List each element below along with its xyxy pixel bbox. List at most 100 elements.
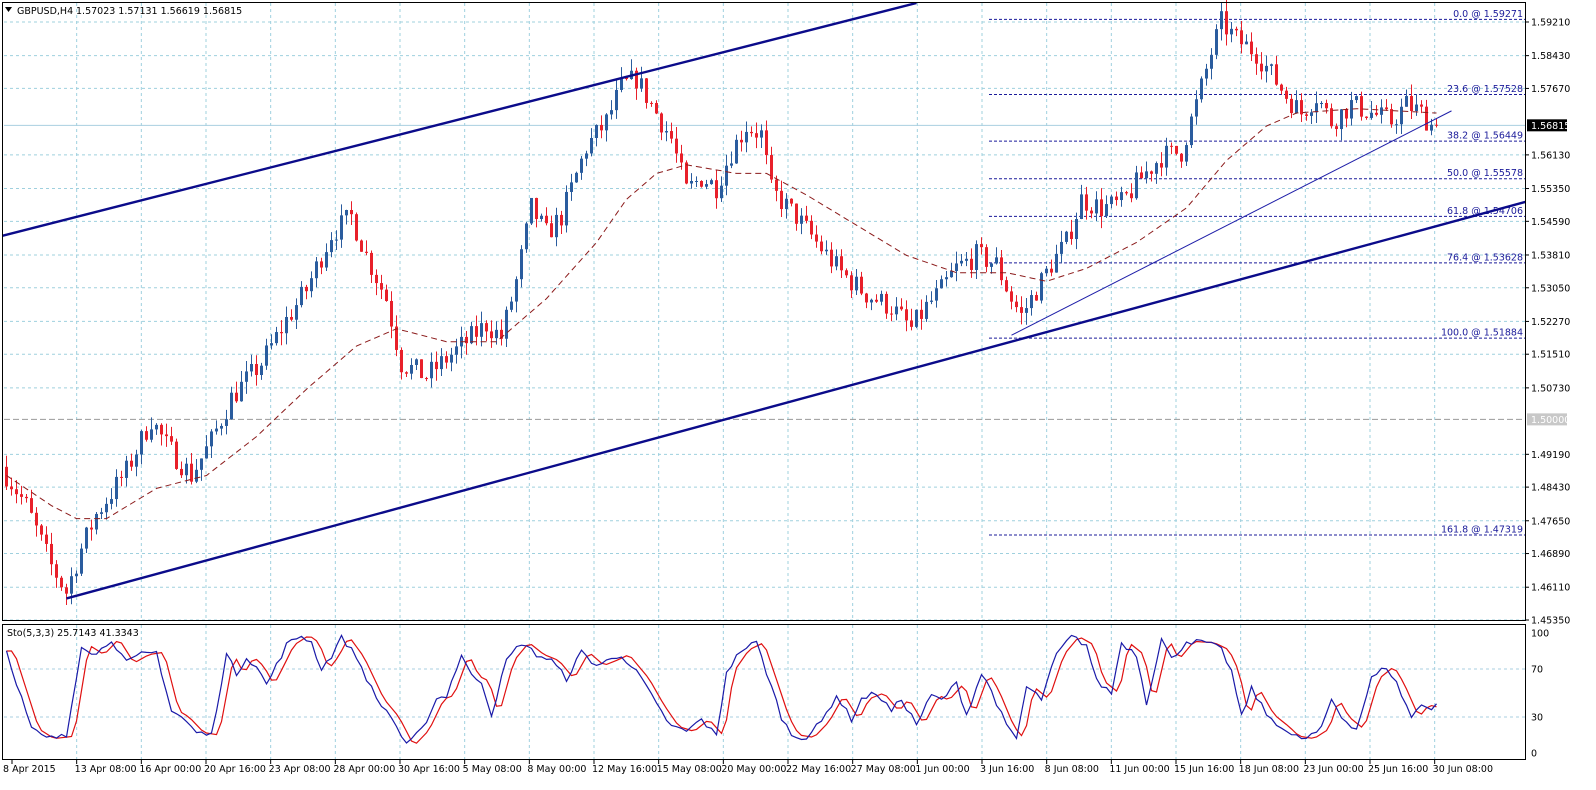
x-tick-label: 12 May 16:00 bbox=[592, 764, 657, 775]
candle bbox=[1155, 161, 1158, 184]
candle bbox=[1375, 105, 1378, 117]
stoch-tick-label: 100 bbox=[1531, 629, 1549, 640]
candle bbox=[725, 154, 728, 196]
candle bbox=[50, 532, 53, 576]
stochastic-label: Sto(5,3,3) 25.7143 41.3343 bbox=[7, 628, 139, 639]
candle bbox=[1310, 108, 1313, 124]
candle bbox=[895, 297, 898, 321]
candle bbox=[60, 575, 63, 591]
candle bbox=[675, 126, 678, 163]
candle bbox=[710, 178, 713, 185]
candle bbox=[235, 381, 238, 403]
candle bbox=[1065, 230, 1068, 245]
candle bbox=[140, 429, 143, 465]
candle bbox=[130, 453, 133, 471]
candle bbox=[975, 240, 978, 279]
candle bbox=[680, 144, 683, 170]
candle bbox=[635, 67, 638, 100]
candle bbox=[245, 361, 248, 394]
x-tick-label: 15 Jun 16:00 bbox=[1174, 764, 1234, 775]
triangle-down-icon bbox=[5, 7, 12, 12]
candle bbox=[575, 171, 578, 183]
channel-and-trend-lines bbox=[3, 3, 1525, 600]
candle bbox=[250, 354, 253, 377]
candle bbox=[600, 115, 603, 139]
candle bbox=[1150, 170, 1153, 182]
candle bbox=[420, 359, 423, 379]
candle bbox=[115, 469, 118, 507]
candlestick-series bbox=[5, 0, 1438, 605]
candle bbox=[1050, 259, 1053, 277]
candle bbox=[80, 543, 83, 576]
candle bbox=[1220, 2, 1223, 41]
candle bbox=[915, 309, 918, 329]
candle bbox=[985, 244, 988, 273]
candle bbox=[845, 268, 848, 278]
candle bbox=[310, 271, 313, 298]
x-tick-label: 16 Apr 00:00 bbox=[139, 764, 201, 775]
y-tick-label: 1.58430 bbox=[1531, 51, 1570, 62]
candle bbox=[1365, 116, 1368, 120]
candle bbox=[1165, 137, 1168, 176]
y-tick-label: 1.48430 bbox=[1531, 483, 1570, 494]
candle bbox=[285, 306, 288, 345]
candle bbox=[425, 376, 428, 382]
stochastic-oscillator bbox=[5, 633, 1437, 744]
candle bbox=[1395, 119, 1398, 134]
candle bbox=[165, 423, 168, 447]
y-tick-label: 1.54590 bbox=[1531, 217, 1570, 228]
x-tick-label: 13 Apr 08:00 bbox=[75, 764, 137, 775]
ohlc-label: 1.57023 1.57131 1.56619 1.56815 bbox=[76, 6, 242, 17]
candle bbox=[95, 511, 98, 535]
candle bbox=[110, 488, 113, 510]
candle bbox=[45, 526, 48, 552]
y-tick-label: 1.46890 bbox=[1531, 549, 1570, 560]
price-panel-frame bbox=[2, 2, 1526, 621]
candle bbox=[345, 209, 348, 225]
candle bbox=[550, 215, 553, 238]
y-tick-label: 1.53050 bbox=[1531, 283, 1570, 294]
candle bbox=[640, 66, 643, 92]
candle bbox=[375, 269, 378, 296]
candle bbox=[700, 180, 703, 188]
candle bbox=[1285, 86, 1288, 104]
x-tick-label: 18 Jun 08:00 bbox=[1239, 764, 1299, 775]
candle bbox=[1075, 212, 1078, 250]
candle bbox=[1030, 290, 1033, 316]
x-tick-label: 8 May 00:00 bbox=[527, 764, 586, 775]
fib-label: 50.0 @ 1.55578 bbox=[1447, 168, 1523, 179]
candle bbox=[870, 298, 873, 311]
candle bbox=[1275, 55, 1278, 86]
candle bbox=[1140, 166, 1143, 179]
x-tick-label: 25 Jun 16:00 bbox=[1368, 764, 1428, 775]
candle bbox=[470, 321, 473, 345]
candle bbox=[85, 526, 88, 554]
candle bbox=[770, 146, 773, 183]
candle bbox=[1315, 91, 1318, 124]
candle bbox=[1115, 191, 1118, 206]
y-tick-label: 1.47650 bbox=[1531, 516, 1570, 527]
candle bbox=[910, 308, 913, 331]
candle bbox=[1400, 98, 1403, 135]
candle bbox=[765, 120, 768, 165]
candle bbox=[120, 470, 123, 487]
candle bbox=[330, 232, 333, 258]
candle bbox=[435, 351, 438, 381]
candle bbox=[900, 298, 903, 311]
candle bbox=[445, 351, 448, 369]
candle bbox=[1380, 99, 1383, 124]
x-tick-label: 23 Apr 08:00 bbox=[269, 764, 331, 775]
candle bbox=[1245, 34, 1248, 45]
candle bbox=[560, 210, 563, 235]
candle bbox=[1000, 249, 1003, 286]
x-tick-label: 27 May 08:00 bbox=[851, 764, 916, 775]
candle bbox=[1070, 219, 1073, 245]
candle bbox=[5, 455, 8, 490]
stoch-tick-label: 0 bbox=[1531, 749, 1537, 760]
stoch-tick-label: 30 bbox=[1531, 713, 1543, 724]
candle bbox=[950, 262, 953, 278]
level-box bbox=[1527, 413, 1567, 426]
candle bbox=[1370, 101, 1373, 120]
current-price-box bbox=[1527, 119, 1567, 132]
candle bbox=[1090, 207, 1093, 219]
